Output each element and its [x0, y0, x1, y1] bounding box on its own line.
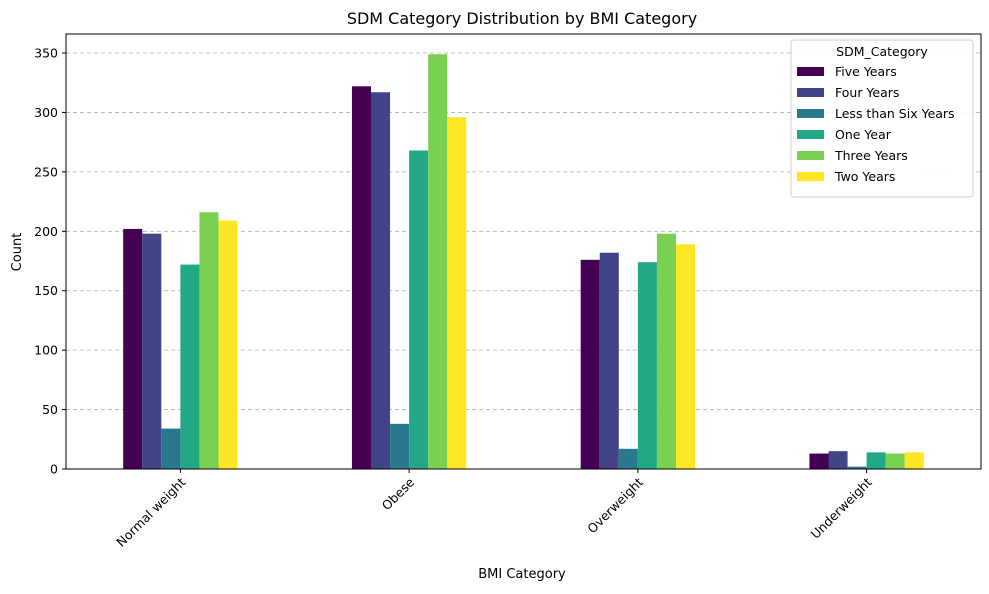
y-tick-label: 150	[34, 283, 58, 298]
legend-swatch	[797, 88, 824, 97]
y-tick-label: 300	[34, 105, 58, 120]
y-tick-label: 0	[50, 462, 58, 477]
legend-entry: Three Years	[834, 148, 908, 163]
y-axis-label: Count	[10, 233, 25, 272]
bar	[866, 452, 886, 469]
x-tick-label: Normal weight	[113, 474, 188, 549]
y-tick-label: 50	[42, 402, 58, 417]
y-tick-label: 100	[34, 343, 58, 358]
bar	[885, 453, 905, 469]
legend-entry: Five Years	[835, 64, 897, 79]
bar	[637, 262, 657, 469]
bars-group	[123, 54, 924, 470]
plot-frame	[65, 33, 982, 470]
legend-swatch	[797, 151, 824, 160]
legend-entry: Two Years	[834, 169, 895, 184]
x-tick-label: Underweight	[808, 474, 875, 541]
legend-swatch	[797, 67, 824, 76]
bar	[428, 54, 448, 469]
bar	[580, 259, 600, 469]
x-tick-label: Overweight	[584, 474, 646, 536]
bar	[599, 252, 619, 469]
grid-lines	[66, 52, 981, 410]
bar	[618, 448, 638, 469]
x-axis: Normal weight Obese Overweight Underweight	[113, 469, 875, 550]
chart-title: SDM Category Distribution by BMI Categor…	[347, 9, 697, 28]
y-axis: 0 50 100 150 200 250 300 350	[34, 46, 66, 477]
bar	[161, 428, 181, 469]
bar	[142, 233, 162, 469]
legend-swatch	[797, 130, 824, 139]
legend-swatch	[797, 109, 824, 118]
bar	[351, 86, 371, 470]
x-tick-label: Obese	[379, 474, 418, 513]
legend-title: SDM_Category	[836, 44, 928, 59]
y-tick-label: 250	[34, 164, 58, 179]
legend-entry: One Year	[835, 127, 892, 142]
bar	[847, 466, 867, 469]
y-tick-label: 200	[34, 224, 58, 239]
y-tick-label: 350	[34, 46, 58, 61]
legend-entry: Less than Six Years	[835, 106, 955, 121]
x-axis-label: BMI Category	[478, 567, 566, 582]
bar	[409, 150, 429, 469]
bar	[828, 451, 848, 469]
bar	[390, 423, 410, 469]
bar	[676, 244, 696, 469]
legend-entry: Four Years	[835, 85, 899, 100]
bar	[180, 264, 200, 469]
bar	[904, 452, 924, 469]
bar	[809, 453, 829, 469]
bar	[447, 117, 467, 470]
bar	[371, 92, 391, 469]
legend-box	[790, 39, 974, 198]
bar	[218, 220, 238, 469]
legend-swatch	[797, 172, 824, 181]
bar	[656, 233, 676, 469]
legend: SDM_Category Five Years Four Years Less tha…	[790, 39, 974, 198]
bar	[199, 212, 219, 469]
bar	[123, 228, 143, 469]
